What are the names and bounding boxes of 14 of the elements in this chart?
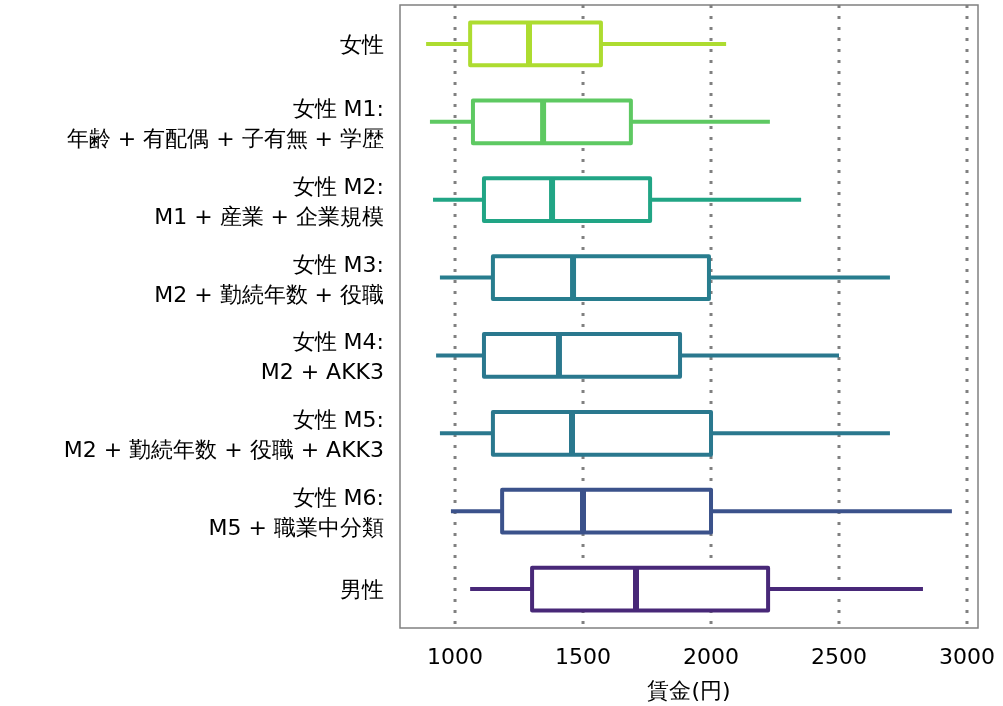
x-tick-label: 1500 xyxy=(555,644,612,669)
x-tick-label: 3000 xyxy=(938,644,995,669)
x-axis-title: 賃金(円) xyxy=(647,678,731,703)
y-tick-label: 女性 M6: M5 + 職業中分類 xyxy=(208,485,384,541)
y-tick-label: 女性 M4: M2 + AKK3 xyxy=(260,329,384,385)
y-tick-label: 男性 xyxy=(340,577,384,603)
y-tick-label: 女性 M1: 年齢 + 有配偶 + 子有無 + 学歴 xyxy=(66,95,384,151)
x-tick-label: 1000 xyxy=(427,644,484,669)
y-tick-label: 女性 M3: M2 + 勤続年数 + 役職 xyxy=(154,251,384,307)
x-tick-label: 2500 xyxy=(811,644,867,669)
y-tick-label: 女性 M2: M1 + 産業 + 企業規模 xyxy=(154,173,384,229)
x-tick-label: 2000 xyxy=(683,644,740,669)
y-tick-label: 女性 xyxy=(340,31,384,57)
y-tick-label: 女性 M5: M2 + 勤続年数 + 役職 + AKK3 xyxy=(63,407,384,463)
